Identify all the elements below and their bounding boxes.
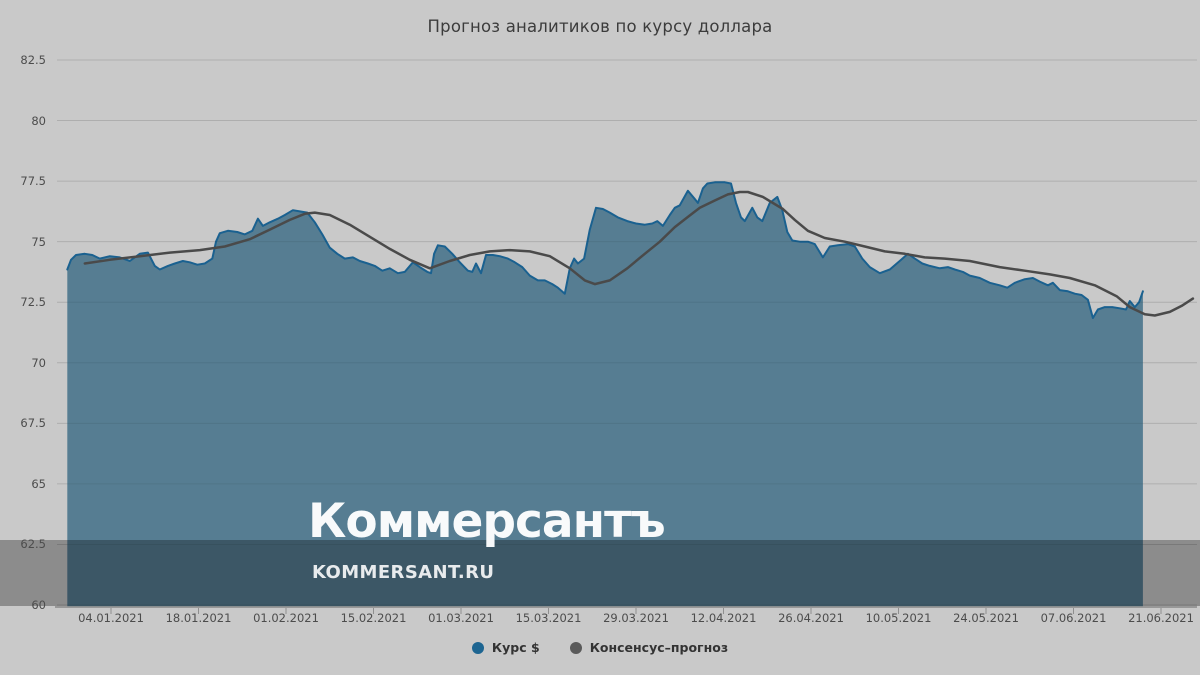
y-axis-label-65: 65 [31, 476, 46, 491]
x-axis-label-29.03.2021: 29.03.2021 [603, 611, 669, 625]
x-axis-label-01.03.2021: 01.03.2021 [428, 611, 494, 625]
y-axis-label-82.5: 82.5 [20, 53, 46, 67]
x-axis-label-07.06.2021: 07.06.2021 [1040, 611, 1107, 625]
legend-label-kurs: Курс $ [491, 640, 540, 655]
y-axis-label-70: 70 [31, 355, 46, 370]
y-axis-label-60: 60 [31, 598, 46, 612]
page-title: Прогноз аналитиков по курсу доллара [427, 17, 773, 36]
x-axis-label-15.03.2021: 15.03.2021 [515, 611, 582, 625]
consensus-line [83, 190, 1195, 317]
y-axis-label-62.5: 62.5 [20, 537, 46, 552]
legend-item-kurs[interactable]: Курс $ [471, 640, 540, 655]
legend-label-consensus: Консенсус–прогноз [589, 640, 729, 655]
legend-item-consensus[interactable]: Консенсус–прогноз [569, 640, 729, 655]
x-axis-label-26.04.2021: 26.04.2021 [778, 611, 844, 625]
x-axis-label-15.02.2021: 15.02.2021 [340, 611, 407, 625]
kommersant-site-watermark: KOMMERSANT.RU [312, 562, 495, 583]
x-axis-label-24.05.2021: 24.05.2021 [953, 611, 1019, 625]
legend: Курс $ Консенсус–прогноз [0, 640, 1200, 655]
kurs-line [66, 181, 1144, 319]
y-axis-label-72.5: 72.5 [20, 295, 46, 310]
y-axis-label-75: 75 [31, 234, 46, 249]
kurs-area [67, 182, 1143, 608]
kurs-series-dot-icon [471, 641, 484, 654]
x-axis-label-04.01.2021: 04.01.2021 [78, 611, 144, 625]
y-axis-label-80: 80 [31, 113, 46, 128]
y-axis-label-67.5: 67.5 [20, 416, 46, 431]
x-axis-label-18.01.2021: 18.01.2021 [165, 611, 232, 625]
x-axis-label-21.06.2021: 21.06.2021 [1128, 611, 1194, 625]
kommersant-logo: Коммерсантъ [308, 494, 666, 549]
x-axis-label-10.05.2021: 10.05.2021 [865, 611, 932, 625]
y-axis-label-77.5: 77.5 [20, 174, 46, 189]
consensus-series-dot-icon [569, 641, 582, 654]
x-axis-label-01.02.2021: 01.02.2021 [253, 611, 319, 625]
x-axis-label-12.04.2021: 12.04.2021 [690, 611, 757, 625]
watermark-band [0, 540, 1200, 606]
